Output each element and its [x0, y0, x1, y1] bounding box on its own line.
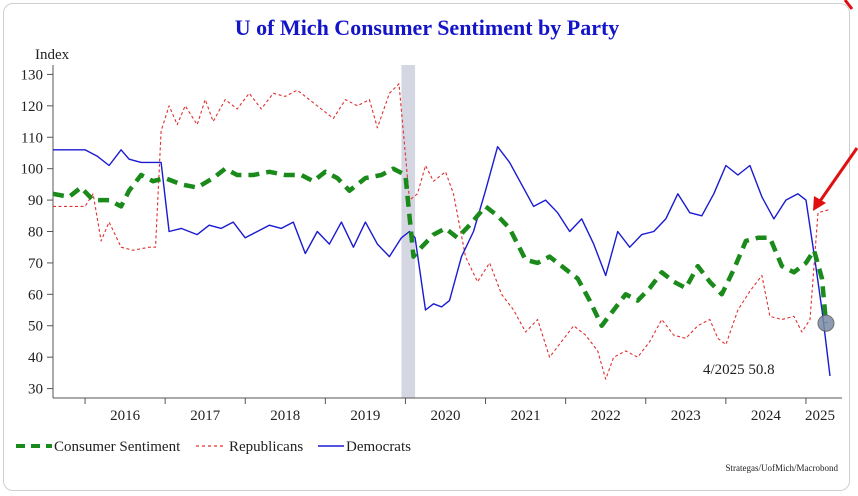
y-axis-label: Index [35, 47, 70, 63]
x-tick-label: 2021 [511, 408, 541, 424]
y-tick-label: 60 [28, 287, 43, 303]
y-tick-label: 40 [28, 350, 43, 366]
chart-title: U of Mich Consumer Sentiment by Party [235, 15, 620, 40]
y-tick-label: 30 [28, 382, 43, 398]
y-tick-label: 70 [28, 256, 43, 272]
x-tick-label: 2018 [270, 408, 300, 424]
latest-value-marker [817, 314, 835, 332]
y-tick-label: 120 [21, 99, 44, 115]
x-tick-label: 2022 [591, 408, 621, 424]
series-line-consumer-sentiment [52, 166, 829, 328]
x-tick-label: 2023 [671, 408, 701, 424]
x-tick-label: 2019 [350, 408, 380, 424]
x-tick-label: 2016 [110, 408, 141, 424]
legend-label-democrats: Democrats [346, 439, 411, 455]
chart-frame [3, 3, 850, 491]
x-tick-label: 2024 [751, 408, 782, 424]
y-tick-label: 50 [28, 319, 43, 335]
arrow-fragment-icon [843, 0, 854, 10]
legend-label-republicans: Republicans [229, 439, 303, 455]
arrow-icon [813, 147, 858, 211]
y-tick-label: 80 [28, 225, 43, 241]
legend-label-consumer-sentiment: Consumer Sentiment [54, 439, 181, 455]
source-note: Strategas/UofMich/Macrobond [726, 463, 839, 473]
x-tick-label: 2017 [190, 408, 221, 424]
y-tick-label: 100 [21, 162, 44, 178]
series-line-democrats [53, 145, 831, 377]
y-tick-label: 110 [21, 130, 43, 146]
annotation-label: 4/2025 50.8 [703, 362, 775, 378]
y-tick-label: 90 [28, 193, 43, 209]
series-line-republicans [53, 83, 831, 380]
x-tick-label: 2020 [430, 408, 460, 424]
legend: Consumer Sentiment Republicans Democrats [16, 439, 411, 455]
x-tick-label: 2025 [805, 408, 835, 424]
y-tick-label: 130 [21, 67, 44, 83]
